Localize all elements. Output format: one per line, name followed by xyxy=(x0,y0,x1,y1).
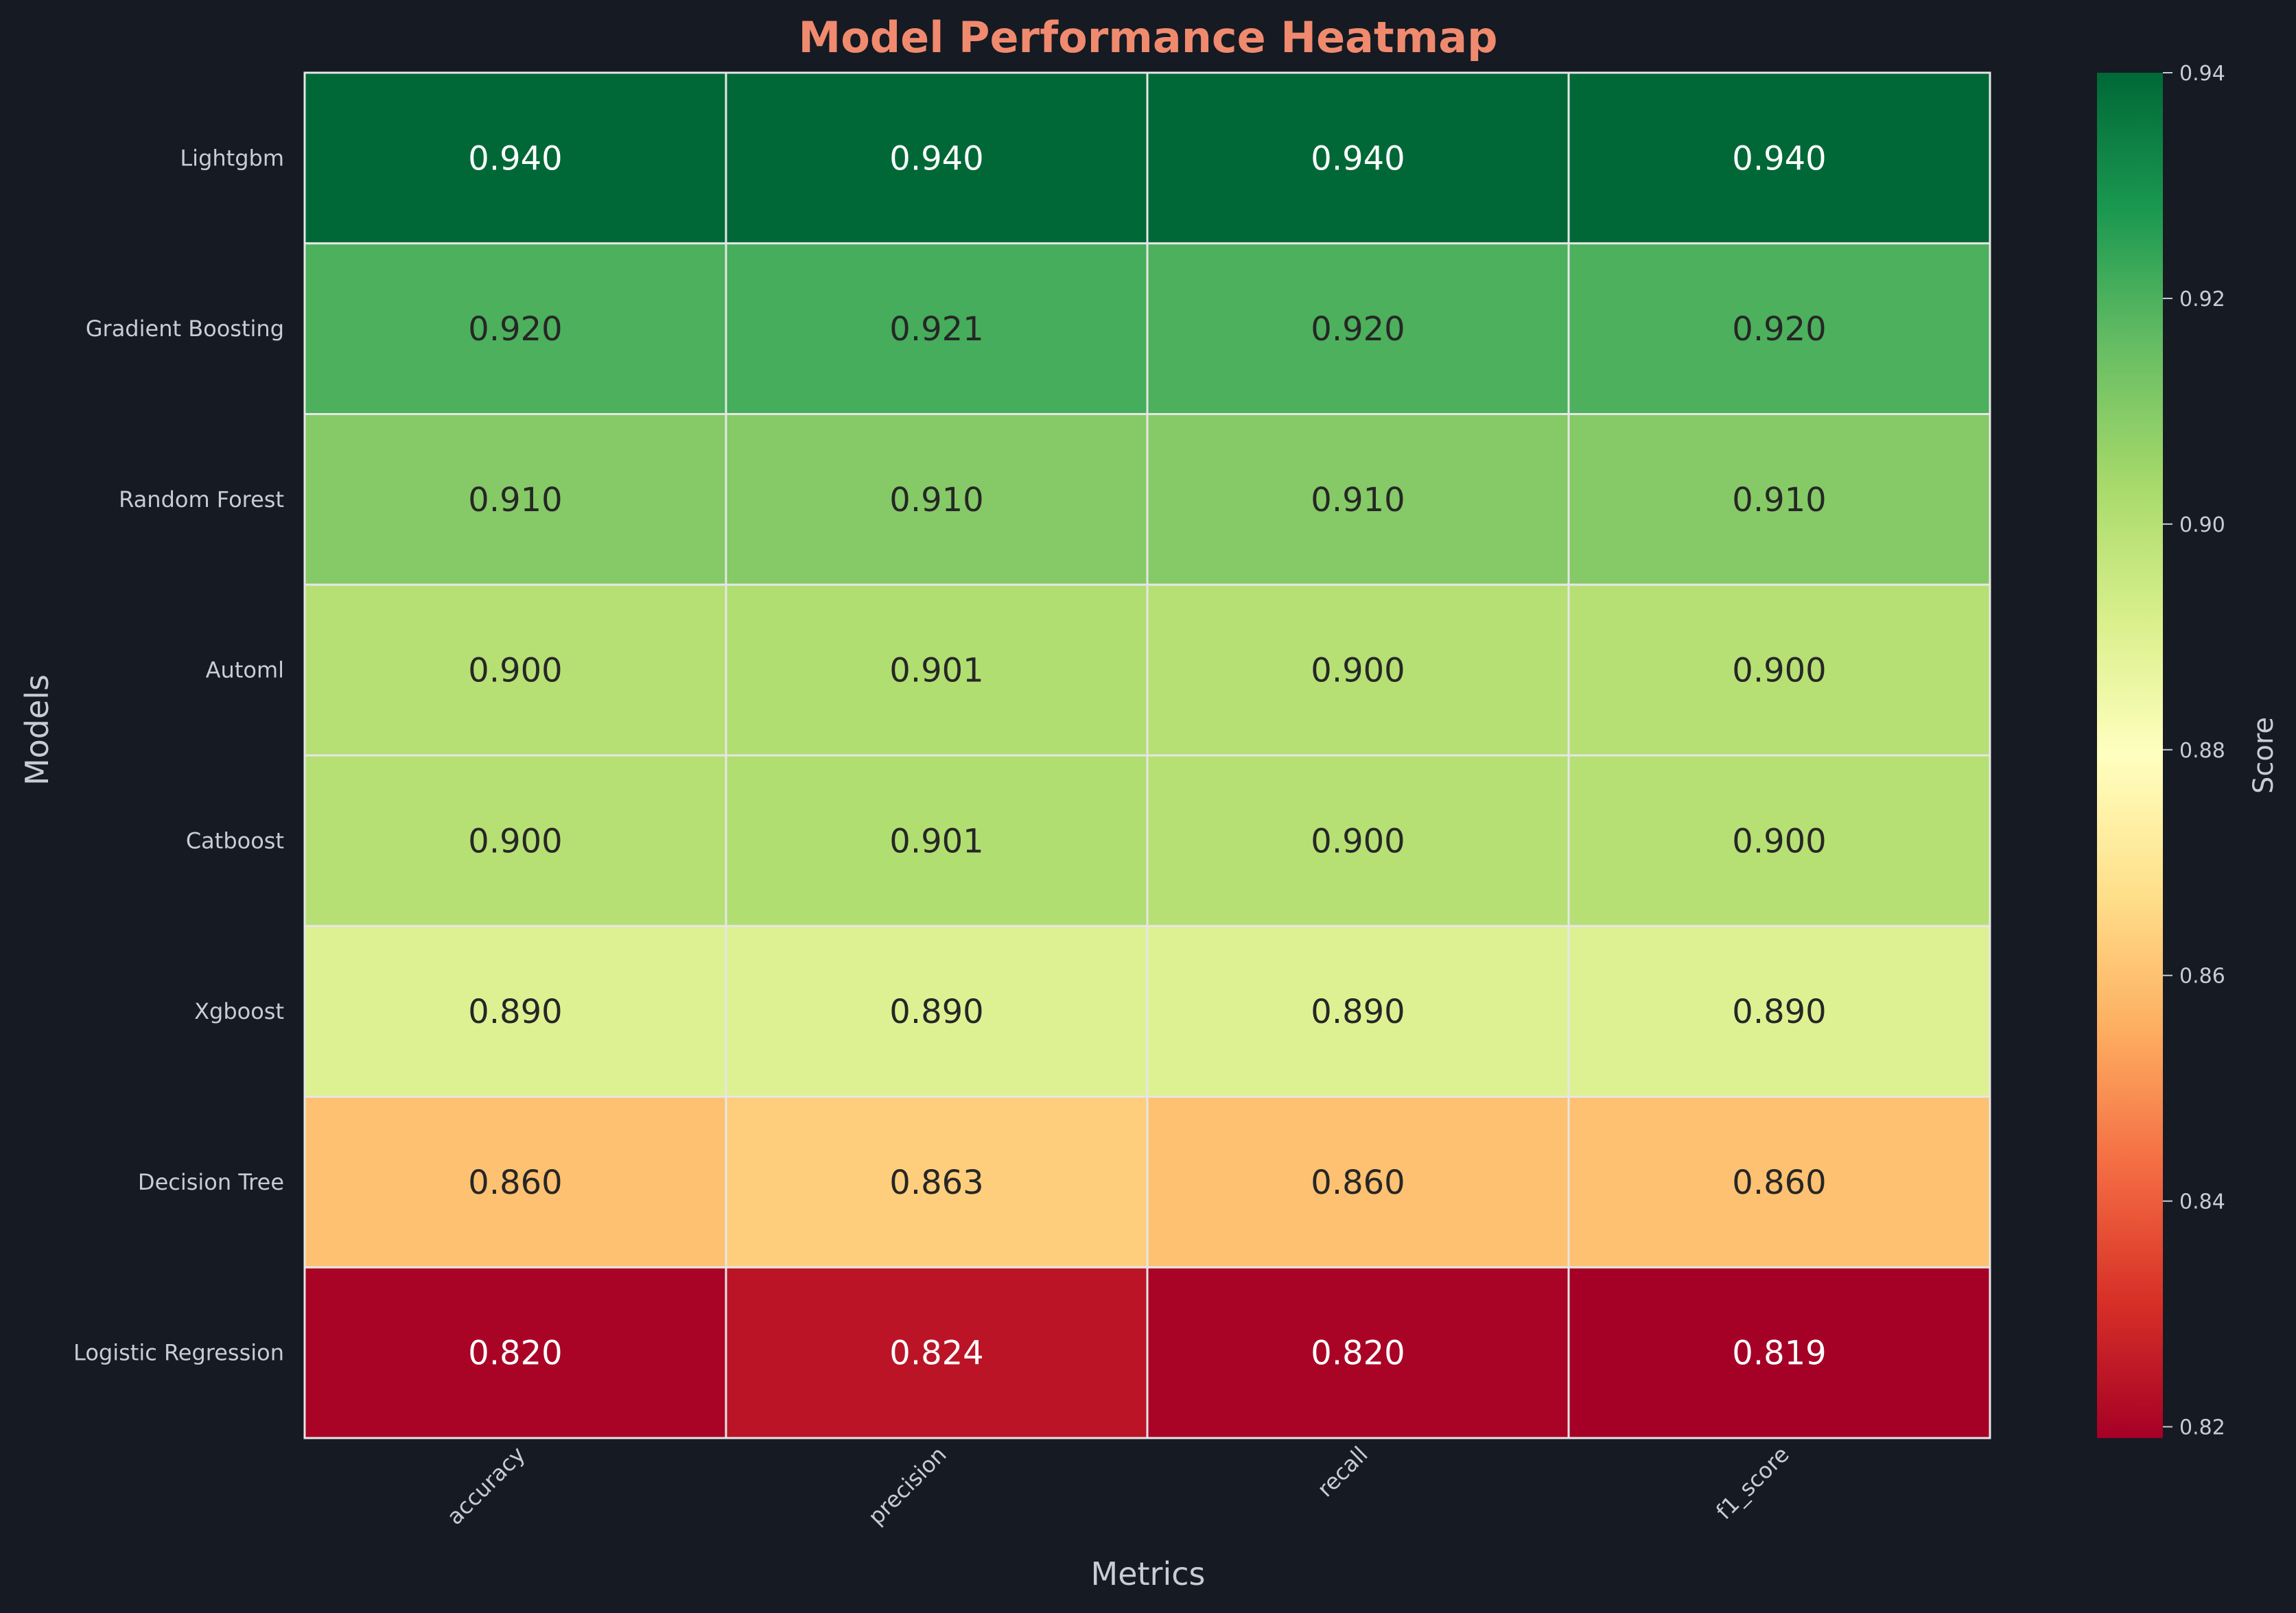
cell-value-label: 0.824 xyxy=(889,1334,983,1373)
colorbar-tick-label: 0.82 xyxy=(2179,1416,2225,1440)
heatmap-cell xyxy=(1567,413,1991,586)
colorbar-label: Score xyxy=(2248,717,2280,794)
heatmap-cell xyxy=(1567,242,1991,415)
cell-value-label: 0.890 xyxy=(1732,993,1826,1031)
heatmap-cell xyxy=(1567,1266,1991,1439)
colorbar-tick-label: 0.92 xyxy=(2179,287,2225,311)
heatmap-cell xyxy=(303,925,727,1098)
row-label: Logistic Regression xyxy=(73,1340,284,1366)
heatmap-cells: 0.940 0.940 0.940 0.940 0.920 0.921 0.920 0.920… xyxy=(303,71,1991,1439)
heatmap-cell xyxy=(725,413,1149,586)
cell-value-label: 0.860 xyxy=(468,1164,562,1202)
column-label: recall xyxy=(1312,1441,1372,1502)
cell-value-label: 0.860 xyxy=(1311,1164,1405,1202)
heatmap-cell xyxy=(303,1266,727,1439)
heatmap-cell xyxy=(1146,1096,1570,1269)
heatmap-cell xyxy=(303,242,727,415)
row-label: Xgboost xyxy=(194,998,284,1024)
heatmap-cell xyxy=(303,583,727,757)
cell-value-label: 0.863 xyxy=(889,1164,983,1202)
colorbar-tick-label: 0.94 xyxy=(2179,62,2225,86)
cell-value-label: 0.890 xyxy=(468,993,562,1031)
cell-value-label: 0.860 xyxy=(1732,1164,1826,1202)
heatmap-cell xyxy=(725,754,1149,928)
heatmap-cell xyxy=(1146,71,1570,245)
colorbar-gradient xyxy=(2097,73,2163,1438)
cell-value-label: 0.940 xyxy=(1732,139,1826,178)
cell-value-label: 0.820 xyxy=(1311,1334,1405,1373)
column-labels: accuracy precision recall f1_score xyxy=(442,1441,1794,1530)
heatmap-cell xyxy=(303,754,727,928)
cell-value-label: 0.900 xyxy=(1732,652,1826,690)
cell-value-label: 0.890 xyxy=(1311,993,1405,1031)
cell-value-label: 0.901 xyxy=(889,652,983,690)
cell-value-label: 0.921 xyxy=(889,310,983,349)
cell-value-label: 0.901 xyxy=(889,822,983,860)
cell-value-label: 0.910 xyxy=(889,481,983,519)
cell-value-label: 0.940 xyxy=(1311,139,1405,178)
cell-value-label: 0.940 xyxy=(889,139,983,178)
cell-value-label: 0.900 xyxy=(468,822,562,860)
heatmap-cell xyxy=(1146,583,1570,757)
cell-value-label: 0.820 xyxy=(468,1334,562,1373)
cell-value-label: 0.910 xyxy=(468,481,562,519)
column-label: f1_score xyxy=(1711,1441,1794,1524)
cell-value-label: 0.940 xyxy=(468,139,562,178)
cell-value-label: 0.910 xyxy=(1311,481,1405,519)
cell-value-label: 0.819 xyxy=(1732,1334,1826,1373)
colorbar-tick-label: 0.86 xyxy=(2179,965,2225,989)
cell-value-label: 0.900 xyxy=(1311,652,1405,690)
heatmap-cell xyxy=(303,1096,727,1269)
colorbar: 0.82 0.84 0.86 0.88 0.90 0.92 0.94 Score xyxy=(2097,62,2280,1440)
row-label: Automl xyxy=(206,657,284,683)
heatmap-cell xyxy=(1567,71,1991,245)
heatmap-cell xyxy=(1146,1266,1570,1439)
heatmap-cell xyxy=(1567,754,1991,928)
cell-value-label: 0.920 xyxy=(1311,310,1405,349)
x-axis-label: Metrics xyxy=(1091,1555,1206,1592)
heatmap-cell xyxy=(1567,583,1991,757)
row-label: Gradient Boosting xyxy=(86,316,284,342)
column-label: precision xyxy=(863,1441,952,1530)
heatmap-cell xyxy=(725,925,1149,1098)
cell-value-label: 0.890 xyxy=(889,993,983,1031)
heatmap-cell xyxy=(1146,754,1570,928)
heatmap-cell xyxy=(725,583,1149,757)
chart-title: Model Performance Heatmap xyxy=(799,12,1498,62)
colorbar-tick-label: 0.90 xyxy=(2179,513,2225,537)
row-label: Decision Tree xyxy=(138,1169,284,1195)
row-label: Lightgbm xyxy=(180,145,284,171)
heatmap-cell xyxy=(1567,1096,1991,1269)
heatmap-cell xyxy=(725,242,1149,415)
colorbar-tick-label: 0.84 xyxy=(2179,1190,2225,1214)
colorbar-tick-label: 0.88 xyxy=(2179,739,2225,763)
cell-value-label: 0.900 xyxy=(1311,822,1405,860)
heatmap-cell xyxy=(1146,925,1570,1098)
heatmap-cell xyxy=(725,71,1149,245)
cell-value-label: 0.920 xyxy=(468,310,562,349)
cell-value-label: 0.910 xyxy=(1732,481,1826,519)
column-label: accuracy xyxy=(442,1441,530,1530)
heatmap-cell xyxy=(1567,925,1991,1098)
row-label: Random Forest xyxy=(119,486,284,513)
cell-value-label: 0.900 xyxy=(468,652,562,690)
row-labels: Lightgbm Gradient Boosting Random Forest Au… xyxy=(73,145,284,1365)
cell-value-label: 0.900 xyxy=(1732,822,1826,860)
row-label: Catboost xyxy=(186,827,284,853)
cell-value-label: 0.920 xyxy=(1732,310,1826,349)
heatmap-cell xyxy=(303,71,727,245)
y-axis-label: Models xyxy=(19,674,56,786)
